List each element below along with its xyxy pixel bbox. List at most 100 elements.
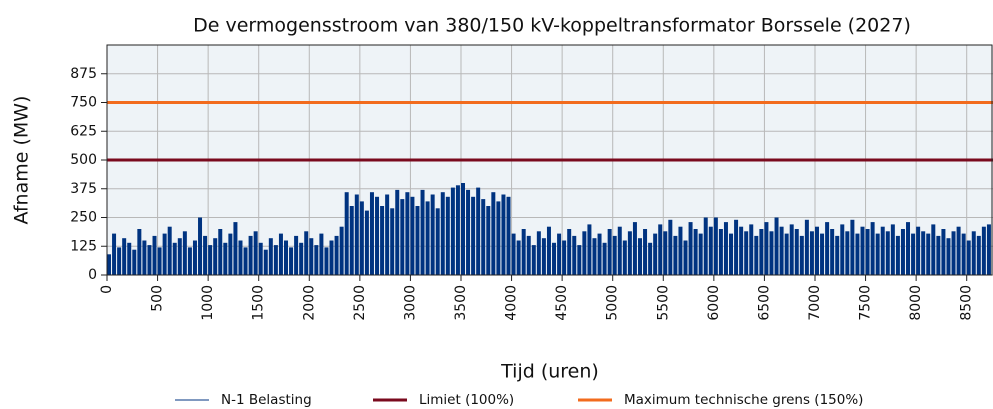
spike — [233, 222, 238, 275]
spike — [789, 224, 794, 275]
spike — [567, 229, 572, 275]
spike — [799, 235, 804, 275]
spike — [870, 222, 875, 275]
spike — [218, 229, 223, 275]
spike — [582, 231, 587, 275]
spike — [531, 245, 536, 275]
spike — [476, 187, 481, 275]
spike — [192, 240, 197, 275]
spike — [445, 196, 450, 275]
x-tick-label: 2000 — [301, 285, 317, 321]
spike — [718, 229, 723, 275]
spike — [835, 235, 840, 275]
spike — [825, 222, 830, 275]
spike — [840, 224, 845, 275]
spike — [602, 242, 607, 275]
spike — [294, 235, 299, 275]
spike — [471, 196, 476, 275]
spike — [359, 201, 364, 275]
spike — [496, 201, 501, 275]
spike — [152, 235, 157, 275]
spike — [921, 231, 926, 275]
y-tick-label: 250 — [70, 210, 97, 226]
spike — [334, 235, 339, 275]
spike — [577, 245, 582, 275]
spike — [668, 219, 673, 275]
spike — [820, 233, 825, 275]
spike — [784, 233, 789, 275]
spike — [981, 226, 986, 275]
y-tick-label: 0 — [88, 267, 97, 283]
spike — [304, 231, 309, 275]
spike — [112, 233, 117, 275]
spike — [966, 240, 971, 275]
spike — [693, 229, 698, 275]
spike — [238, 240, 243, 275]
legend-label: Limiet (100%) — [419, 392, 514, 408]
spike — [754, 235, 759, 275]
spike — [890, 224, 895, 275]
spike — [557, 233, 562, 275]
spike — [349, 206, 354, 275]
spike — [946, 238, 951, 275]
spike — [364, 210, 369, 275]
spike — [536, 231, 541, 275]
legend-label: Maximum technische grens (150%) — [624, 392, 863, 408]
y-tick-label: 125 — [70, 238, 97, 254]
spike — [779, 226, 784, 275]
spike — [375, 196, 380, 275]
spike — [243, 247, 248, 275]
spike — [177, 238, 182, 275]
spike — [855, 233, 860, 275]
spike — [248, 235, 253, 275]
spike — [380, 206, 385, 275]
spike — [729, 233, 734, 275]
spike — [622, 240, 627, 275]
spike — [774, 217, 779, 275]
spike — [546, 226, 551, 275]
spike — [956, 226, 961, 275]
spike — [976, 235, 981, 275]
x-tick-label: 5500 — [655, 285, 671, 321]
chart-title: De vermogensstroom van 380/150 kV-koppel… — [193, 15, 911, 37]
spike — [309, 238, 314, 275]
spike — [167, 226, 172, 275]
spike — [713, 217, 718, 275]
x-tick-label: 3500 — [453, 285, 469, 321]
x-tick-label: 8500 — [959, 285, 975, 321]
spike — [683, 240, 688, 275]
spike — [936, 235, 941, 275]
spike — [617, 226, 622, 275]
spike — [658, 224, 663, 275]
spike — [339, 226, 344, 275]
x-tick-label: 500 — [150, 285, 166, 312]
spike — [253, 231, 258, 275]
y-tick-label: 375 — [70, 181, 97, 197]
spike — [678, 226, 683, 275]
spike — [850, 219, 855, 275]
spike — [673, 235, 678, 275]
spike — [688, 222, 693, 275]
x-tick-label: 4500 — [554, 285, 570, 321]
spike — [273, 245, 278, 275]
spike — [597, 233, 602, 275]
spike — [324, 247, 329, 275]
y-axis-label: Afname (MW) — [11, 96, 33, 225]
spike — [516, 240, 521, 275]
spike — [258, 242, 263, 275]
spike — [486, 206, 491, 275]
marks — [107, 101, 993, 275]
spike — [885, 231, 890, 275]
spike — [895, 235, 900, 275]
spike — [314, 245, 319, 275]
spike — [137, 229, 142, 275]
spike — [961, 233, 966, 275]
spike — [951, 231, 956, 275]
spike — [926, 233, 931, 275]
spike — [612, 235, 617, 275]
spike — [268, 238, 273, 275]
spike — [986, 224, 991, 275]
y-tick-label: 625 — [70, 123, 97, 139]
spike — [481, 199, 486, 275]
spike — [223, 242, 228, 275]
